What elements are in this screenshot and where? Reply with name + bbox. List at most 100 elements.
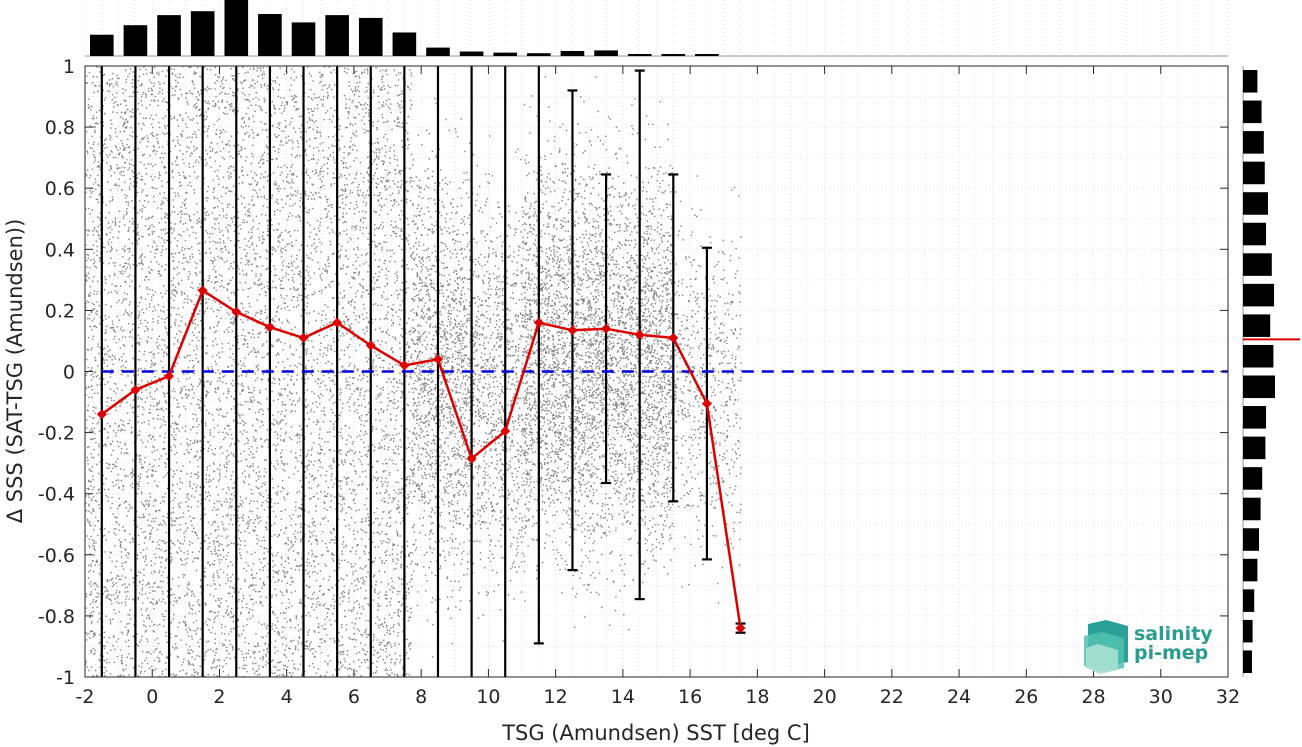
top-hist-bar	[224, 0, 249, 56]
mean-point	[399, 360, 410, 371]
x-tick-label: 4	[281, 686, 293, 708]
mean-point	[264, 322, 275, 333]
x-tick-label: 20	[812, 686, 836, 708]
mean-point	[432, 354, 443, 365]
x-tick-label: 10	[476, 686, 500, 708]
y-axis: 1 0.8 0.6 0.4 0.2 0 -0.2 -0.4 -0.6 -0.8 -1	[38, 56, 1228, 689]
y-tick-label: 1	[63, 56, 75, 78]
scatter-cloud	[85, 66, 742, 677]
mean-point	[130, 384, 141, 395]
x-tick-label: 28	[1081, 686, 1105, 708]
top-hist-bar	[594, 50, 618, 56]
x-tick-label: 2	[213, 686, 225, 708]
right-hist-bar	[1243, 497, 1261, 521]
right-hist-bar	[1243, 70, 1258, 93]
x-tick-label: 16	[678, 686, 702, 708]
right-hist-bar	[1243, 375, 1275, 399]
mean-point	[701, 398, 712, 409]
top-hist-bar	[695, 54, 719, 56]
salinity-pi-mep-logo: salinity pi-mep	[1084, 620, 1213, 674]
top-hist-bar	[190, 11, 215, 56]
logo-line1: salinity	[1134, 623, 1213, 645]
y-tick-label: -0.4	[38, 484, 75, 506]
x-tick-label: 22	[880, 686, 904, 708]
right-hist-bar	[1243, 528, 1259, 551]
top-hist-bar	[661, 54, 686, 56]
x-tick-label: 24	[947, 686, 971, 708]
top-hist-bar	[560, 50, 585, 56]
top-hist-bar	[291, 22, 316, 56]
x-axis: -2 0 2 4 6 8 10 12 14 16 18 20 22 24 26 28 30 32	[76, 66, 1240, 708]
right-hist-bar	[1243, 314, 1271, 337]
top-hist-bar	[90, 34, 114, 56]
right-hist-bar	[1243, 253, 1272, 276]
top-hist-bar	[493, 52, 518, 56]
y-tick-label: 0.4	[45, 239, 75, 261]
y-tick-label: -0.8	[38, 606, 75, 628]
y-tick-label: -0.2	[38, 423, 75, 445]
y-tick-label: 0	[63, 362, 75, 384]
mean-series	[96, 285, 746, 634]
top-hist-bar	[157, 15, 181, 57]
y-axis-label: Δ SSS (SAT-TSG (Amundsen))	[3, 219, 27, 524]
mean-point	[601, 323, 612, 334]
mean-point	[231, 306, 242, 317]
y-tick-label: 0.2	[45, 300, 75, 322]
mean-point	[668, 332, 679, 343]
y-tick-label: -1	[56, 667, 75, 689]
mean-point	[567, 325, 578, 336]
top-hist-bar	[527, 53, 551, 56]
right-hist-bar	[1243, 619, 1253, 643]
right-hist-bar	[1243, 436, 1266, 460]
x-tick-label: 8	[415, 686, 427, 708]
top-hist-bar	[392, 32, 417, 56]
mean-point	[466, 453, 477, 464]
top-hist-bar	[627, 54, 652, 56]
right-hist-bar	[1243, 222, 1267, 246]
x-tick-label: -2	[76, 686, 95, 708]
x-axis-label: TSG (Amundsen) SST [deg C]	[501, 721, 810, 745]
x-tick-label: 32	[1216, 686, 1240, 708]
top-hist-bar	[123, 25, 148, 56]
x-tick-label: 30	[1149, 686, 1173, 708]
y-tick-label: 0.6	[45, 178, 75, 200]
mean-point	[197, 285, 208, 296]
top-hist-bar	[426, 47, 450, 56]
mean-point	[365, 340, 376, 351]
right-hist-bar	[1243, 100, 1262, 124]
x-tick-label: 12	[544, 686, 568, 708]
mean-point	[634, 329, 645, 340]
right-hist-bar	[1243, 161, 1265, 185]
right-hist-bar	[1243, 558, 1258, 582]
right-hist-bar	[1243, 344, 1274, 368]
right-hist-bar	[1243, 192, 1268, 215]
scatter-points	[85, 66, 742, 677]
x-tick-label: 18	[745, 686, 769, 708]
mean-point	[164, 371, 175, 382]
grid	[84, 65, 1229, 678]
top-hist-bar	[325, 15, 349, 57]
right-hist-bar	[1243, 283, 1275, 307]
mean-point	[96, 409, 107, 420]
right-hist-bar	[1243, 131, 1264, 154]
mean-point	[332, 317, 343, 328]
x-tick-label: 26	[1014, 686, 1038, 708]
x-tick-label: 14	[611, 686, 635, 708]
right-hist-bar	[1243, 589, 1255, 612]
top-hist-bar	[459, 51, 484, 56]
mean-point	[500, 426, 511, 437]
x-tick-label: 6	[348, 686, 360, 708]
y-tick-label: -0.6	[38, 545, 75, 567]
right-hist-bar	[1243, 406, 1267, 429]
y-tick-label: 0.8	[45, 117, 75, 139]
mean-point	[298, 332, 309, 343]
logo-line2: pi-mep	[1134, 642, 1208, 664]
top-hist-bar	[258, 14, 282, 56]
x-tick-label: 0	[146, 686, 158, 708]
mean-point	[533, 317, 544, 328]
right-hist-bar	[1243, 650, 1252, 673]
top-histogram	[84, 0, 1229, 57]
right-hist-bar	[1243, 467, 1263, 490]
top-hist-bar	[358, 17, 383, 57]
